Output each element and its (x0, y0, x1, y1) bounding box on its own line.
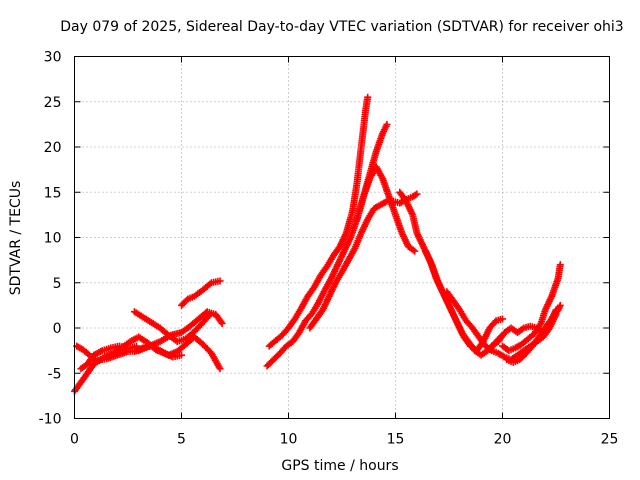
data-point (383, 120, 391, 128)
x-tick-label: 15 (387, 432, 405, 448)
y-tick-label: 15 (44, 185, 62, 201)
data-point (217, 318, 225, 326)
x-tick-label: 25 (601, 432, 619, 448)
y-tick-label: 30 (44, 50, 62, 66)
series-track-d (130, 308, 213, 346)
data-points (71, 93, 564, 395)
data-point (556, 301, 564, 309)
data-point (364, 93, 372, 101)
grid-lines (74, 56, 610, 419)
series-track-g (263, 120, 391, 370)
series-track-o (499, 261, 564, 355)
data-point (218, 319, 226, 327)
data-point (178, 351, 185, 359)
series-track-e (178, 277, 224, 309)
axis-ticks: 0 5 10 15 20 25 -10 -5 0 5 10 15 20 25 30 (39, 50, 619, 448)
plot-frame (74, 56, 610, 419)
series-track-h (265, 93, 372, 350)
y-tick-label: -5 (48, 366, 62, 382)
series-track-p (503, 301, 564, 366)
data-point (499, 315, 506, 323)
x-tick-label: 0 (70, 432, 79, 448)
y-tick-label: 0 (53, 321, 62, 337)
data-point (411, 191, 419, 199)
data-point (216, 277, 224, 285)
series-track-l (421, 247, 506, 355)
y-tick-label: 20 (44, 140, 62, 156)
series-track-j (353, 163, 419, 255)
x-tick-label: 5 (177, 432, 186, 448)
data-point (556, 261, 564, 269)
y-tick-label: 5 (53, 276, 62, 292)
x-axis-title: GPS time / hours (281, 458, 398, 474)
series-track-f (77, 342, 141, 373)
data-point (133, 342, 141, 350)
x-tick-label: 20 (494, 432, 512, 448)
data-point (205, 311, 213, 319)
series-track-i (306, 190, 421, 332)
y-tick-label: 25 (44, 95, 62, 111)
data-point (204, 313, 212, 321)
y-tick-label: -10 (39, 412, 62, 428)
data-point (413, 190, 421, 198)
y-axis-title: SDTVAR / TECUs (8, 181, 24, 296)
x-tick-label: 10 (280, 432, 298, 448)
data-point (206, 280, 214, 288)
chart-title: Day 079 of 2025, Sidereal Day-to-day VTE… (60, 19, 623, 35)
data-point (216, 365, 224, 373)
y-tick-label: 10 (44, 231, 62, 247)
data-point (411, 247, 419, 255)
